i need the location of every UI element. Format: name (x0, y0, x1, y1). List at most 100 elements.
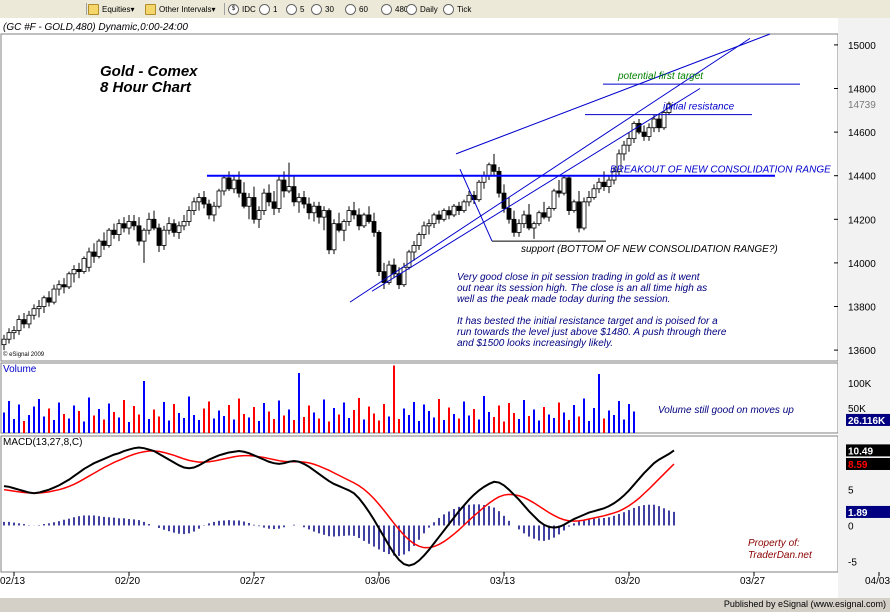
candle-body (421, 225, 427, 235)
dropdown-arrow-icon: ▾ (130, 4, 135, 14)
toolbar-button-label: Daily (420, 4, 438, 14)
tick-icon (443, 3, 454, 15)
candle-body (391, 264, 397, 275)
toolbar-button-label: 30 (325, 4, 334, 14)
candle-body (476, 181, 482, 201)
candle-body (656, 118, 662, 129)
toolbar-button-daily[interactable]: Daily (406, 3, 438, 15)
volume-panel-label: Volume (3, 364, 37, 375)
toolbar-button-1[interactable]: 1 (259, 3, 277, 15)
candle-body (201, 197, 207, 205)
toolbar-button-480[interactable]: 480 (381, 3, 408, 15)
toolbar: Equities ▾ Other Intervals ▾ $ IDC 1 5 30 60 480… (0, 0, 890, 19)
candle-body (646, 127, 652, 137)
volume-last-badge (846, 413, 890, 426)
candle-body (31, 308, 37, 316)
candle-body (191, 201, 197, 211)
date-tick-label: 03/13 (490, 576, 515, 587)
toolbar-button-other-intervals[interactable]: Other Intervals ▾ (145, 3, 215, 15)
candle-body (596, 181, 602, 190)
toolbar-button-60[interactable]: 60 (345, 3, 368, 15)
candle-body (371, 221, 377, 233)
candle-body (591, 188, 597, 198)
candle-body (536, 212, 542, 225)
target-label: potential first target (617, 71, 704, 82)
clock-icon (259, 3, 270, 15)
date-tick-label: 04/03 (865, 576, 890, 587)
candle-body (626, 138, 632, 146)
candle-body (551, 190, 557, 209)
candle-body (41, 297, 47, 307)
candle-body (181, 221, 187, 227)
candle-body (16, 319, 22, 331)
candle-body (236, 179, 242, 194)
candle-body (541, 212, 547, 218)
toolbar-button-equities[interactable]: Equities ▾ (88, 3, 134, 15)
candle-body (641, 131, 647, 137)
toolbar-button-30[interactable]: 30 (311, 3, 334, 15)
macd-tick-label: -5 (848, 557, 857, 568)
candle-body (406, 251, 412, 268)
date-tick-label: 03/20 (615, 576, 640, 587)
candle-body (271, 201, 277, 209)
channel-upper-line (455, 33, 771, 155)
candle-body (526, 214, 532, 229)
candle-body (496, 170, 502, 194)
candle-body (166, 223, 172, 231)
candle-body (616, 153, 622, 172)
candle-body (76, 269, 82, 273)
candle-body (106, 229, 112, 246)
candle-body (56, 284, 62, 290)
candle-body (136, 225, 142, 242)
candle-body (146, 218, 152, 231)
candle-body (456, 205, 462, 211)
price-tick-label: 14200 (848, 215, 876, 226)
commentary-line: run towards the level just above $1480. … (457, 327, 727, 338)
candle-body (256, 210, 262, 220)
toolbar-button-label: 480 (395, 4, 409, 14)
candle-body (171, 223, 177, 233)
date-tick-label: 02/20 (115, 576, 140, 587)
candle-body (506, 207, 512, 220)
candle-body (576, 201, 582, 229)
candle-body (81, 258, 87, 273)
candle-body (571, 201, 577, 211)
candle-body (6, 332, 12, 340)
candle-body (516, 223, 522, 233)
commentary-line: It has bested the initial resistance tar… (457, 316, 718, 327)
candle-body (241, 192, 247, 207)
candle-body (511, 218, 517, 233)
candle-body (446, 210, 452, 216)
candle-body (491, 164, 497, 172)
candle-body (276, 179, 282, 209)
candle-body (606, 179, 612, 187)
toolbar-button-idc[interactable]: $ IDC (228, 3, 256, 15)
candle-body (26, 314, 32, 325)
channel-lower-line (349, 37, 751, 303)
commentary-line: well as the peak made today during the s… (457, 294, 670, 305)
candle-body (66, 273, 72, 288)
volume-tick-label: 100K (848, 379, 872, 390)
chart-subtitle: 8 Hour Chart (100, 79, 192, 96)
folder-icon (88, 3, 99, 15)
toolbar-button-tick[interactable]: Tick (443, 3, 471, 15)
axis-gutter (838, 18, 890, 598)
candle-body (21, 319, 27, 325)
candle-body (366, 214, 372, 222)
candle-body (51, 288, 57, 303)
date-tick-label: 03/27 (740, 576, 765, 587)
candle-body (381, 271, 387, 283)
candle-body (601, 181, 607, 188)
candle-body (586, 197, 592, 203)
chart-title: Gold - Comex (100, 63, 198, 80)
candle-body (291, 186, 297, 203)
candle-body (301, 197, 307, 205)
macd-histogram-label: 1.89 (848, 508, 868, 519)
candle-body (461, 201, 467, 211)
macd-histogram-badge (846, 505, 890, 518)
candle-body (431, 214, 437, 225)
folder-icon (145, 3, 156, 15)
toolbar-button-5[interactable]: 5 (286, 3, 304, 15)
dropdown-arrow-icon: ▾ (211, 4, 216, 14)
volume-note: Volume still good on moves up (658, 405, 794, 416)
